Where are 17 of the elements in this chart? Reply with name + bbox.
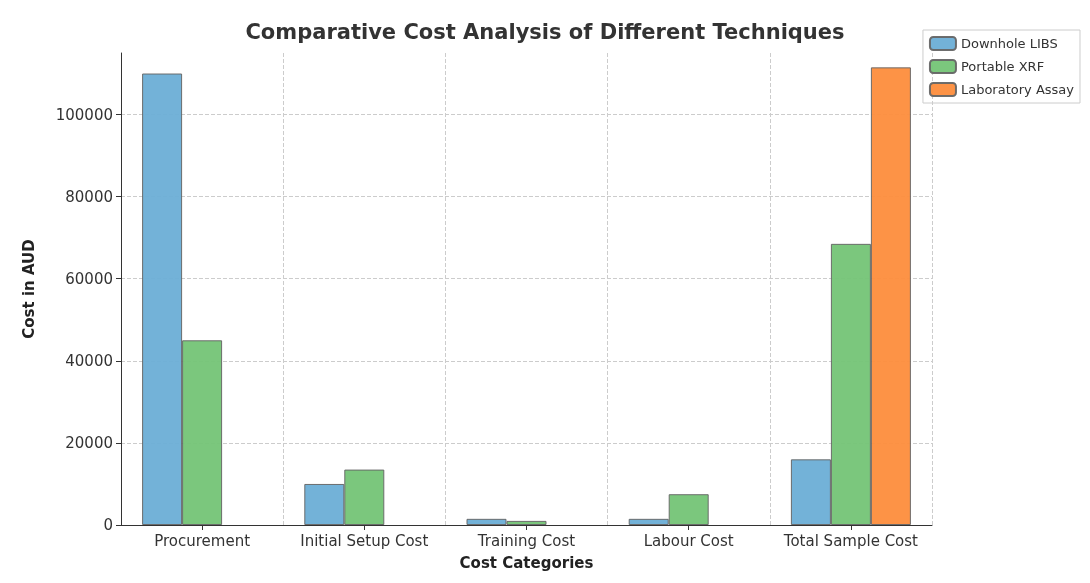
y-tick-label: 100000 — [55, 105, 113, 124]
x-axis-title: Cost Categories — [459, 553, 594, 572]
y-tick-label: 0 — [103, 516, 113, 534]
legend-label: Portable XRF — [960, 59, 1045, 74]
x-tick-label: Training Cost — [476, 531, 576, 550]
x-tick-label: Labour Cost — [643, 531, 734, 550]
x-tick-label: Initial Setup Cost — [300, 531, 429, 550]
x-tick-label: Procurement — [154, 531, 251, 550]
y-tick-label: 80000 — [65, 187, 113, 206]
chart-title: Comparative Cost Analysis of Different Techniques — [245, 19, 845, 44]
y-tick-label: 60000 — [65, 269, 113, 288]
y-tick-label: 40000 — [65, 351, 113, 370]
legend-label: Laboratory Assay — [960, 82, 1075, 97]
x-tick-label: Total Sample Cost — [782, 531, 919, 550]
y-axis-title: Cost in AUD — [19, 239, 38, 339]
y-tick-label: 20000 — [65, 433, 113, 452]
legend-label: Downhole LIBS — [960, 36, 1058, 51]
